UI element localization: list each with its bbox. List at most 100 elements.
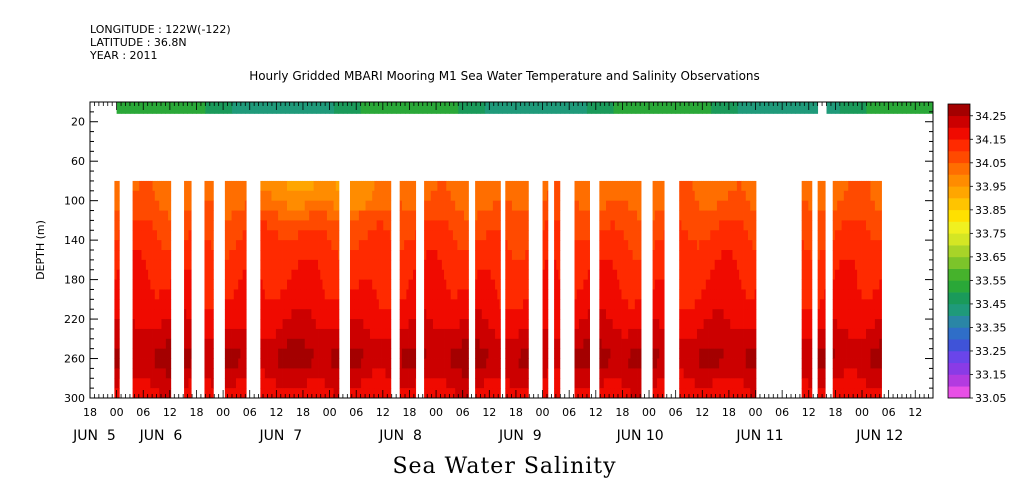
surface-cell	[609, 102, 614, 114]
hour-tick-label: 00	[429, 406, 443, 419]
surface-cell	[564, 102, 570, 114]
surface-cell	[453, 102, 459, 114]
surface-cell	[116, 102, 122, 114]
surface-cell	[156, 102, 162, 114]
surface-cell	[320, 102, 326, 114]
surface-cell	[835, 102, 841, 114]
surface-cell	[334, 102, 339, 114]
colorbar-label: 34.25	[975, 110, 1007, 123]
day-label: JUN 5	[72, 428, 116, 444]
surface-cell	[546, 102, 552, 114]
colorbar-label: 33.95	[975, 180, 1007, 193]
surface-cell	[733, 102, 739, 114]
hour-tick-label: 06	[243, 406, 257, 419]
colorbar-label: 33.55	[975, 274, 1007, 287]
hour-tick-label: 12	[802, 406, 816, 419]
colorbar-swatch	[948, 245, 970, 258]
depth-tick-label: 300	[64, 392, 85, 405]
surface-cell	[928, 102, 933, 114]
hour-tick-label: 12	[482, 406, 496, 419]
colorbar-swatch	[948, 268, 970, 281]
surface-cell	[569, 102, 575, 114]
hour-tick-label: 00	[323, 406, 337, 419]
surface-cell	[515, 102, 521, 114]
surface-cell	[591, 102, 597, 114]
depth-axis-label: DEPTH (m)	[34, 220, 47, 280]
surface-cell	[737, 102, 743, 114]
surface-cell	[524, 102, 530, 114]
surface-cell	[121, 102, 126, 114]
surface-cell	[391, 102, 397, 114]
surface-cell	[183, 102, 189, 114]
surface-cell	[680, 102, 685, 114]
surface-cell	[240, 102, 246, 114]
depth-tick-label: 180	[64, 274, 85, 287]
surface-cell	[582, 102, 588, 114]
surface-cell	[560, 102, 566, 114]
surface-cell	[906, 102, 912, 114]
colorbar-swatch	[948, 292, 970, 305]
latitude-label: LATITUDE : 36.8N	[90, 36, 187, 49]
data-segment	[817, 180, 826, 398]
colorbar-swatch	[948, 339, 970, 352]
chart-title: Hourly Gridded MBARI Mooring M1 Sea Wate…	[249, 69, 760, 83]
data-segment	[349, 180, 392, 398]
surface-cell	[671, 102, 677, 114]
surface-cell	[409, 102, 415, 114]
hour-tick-label: 12	[589, 406, 603, 419]
surface-cell	[431, 102, 437, 114]
hour-tick-label: 00	[110, 406, 124, 419]
surface-cell	[236, 102, 242, 114]
surface-cell	[227, 102, 233, 114]
surface-cell	[884, 102, 890, 114]
surface-cell	[400, 102, 406, 114]
hour-tick-label: 12	[269, 406, 283, 419]
colorbar-legend: 34.25 34.15 34.05 33.95 33.85 33.75 33.65 33.55…	[947, 103, 1007, 405]
surface-cell	[302, 102, 308, 114]
colorbar-swatch	[948, 198, 970, 211]
colorbar-swatch	[948, 374, 970, 387]
surface-cell	[866, 102, 872, 114]
hour-tick-label: 18	[189, 406, 203, 419]
surface-cell	[307, 102, 313, 114]
hour-tick-label: 12	[908, 406, 922, 419]
surface-cell	[795, 102, 801, 114]
surface-cell	[555, 102, 561, 114]
surface-cell	[418, 102, 424, 114]
day-label: JUN 12	[855, 428, 903, 444]
surface-cell	[751, 102, 756, 114]
surface-cell	[298, 102, 304, 114]
surface-cell	[489, 102, 495, 114]
colorbar-swatch	[948, 350, 970, 364]
surface-cell	[586, 102, 592, 114]
salinity-data-layer	[114, 180, 882, 398]
surface-cell	[715, 102, 721, 114]
surface-cell	[258, 102, 264, 114]
surface-cell	[174, 102, 180, 114]
surface-cell	[640, 102, 646, 114]
surface-cell	[631, 102, 637, 114]
day-label: JUN 7	[258, 428, 302, 444]
surface-cell	[200, 102, 206, 114]
colorbar-label: 34.05	[975, 157, 1007, 170]
surface-cell	[294, 102, 299, 114]
colorbar-swatch	[948, 162, 970, 175]
surface-cell	[396, 102, 401, 114]
day-label: JUN 6	[139, 428, 183, 444]
surface-cell	[467, 102, 472, 114]
depth-tick-label: 100	[64, 195, 85, 208]
data-segment	[832, 180, 882, 398]
surface-cell	[369, 102, 375, 114]
surface-cell	[777, 102, 783, 114]
colorbar-swatch	[948, 115, 970, 128]
surface-cell	[675, 102, 681, 114]
data-segment	[424, 180, 469, 398]
surface-cell	[919, 102, 925, 114]
surface-cell	[311, 102, 317, 114]
surface-cell	[520, 102, 526, 114]
surface-cell	[231, 102, 237, 114]
surface-cell	[666, 102, 672, 114]
surface-cell	[924, 102, 929, 114]
surface-cell	[893, 102, 898, 114]
surface-cell	[644, 102, 650, 114]
